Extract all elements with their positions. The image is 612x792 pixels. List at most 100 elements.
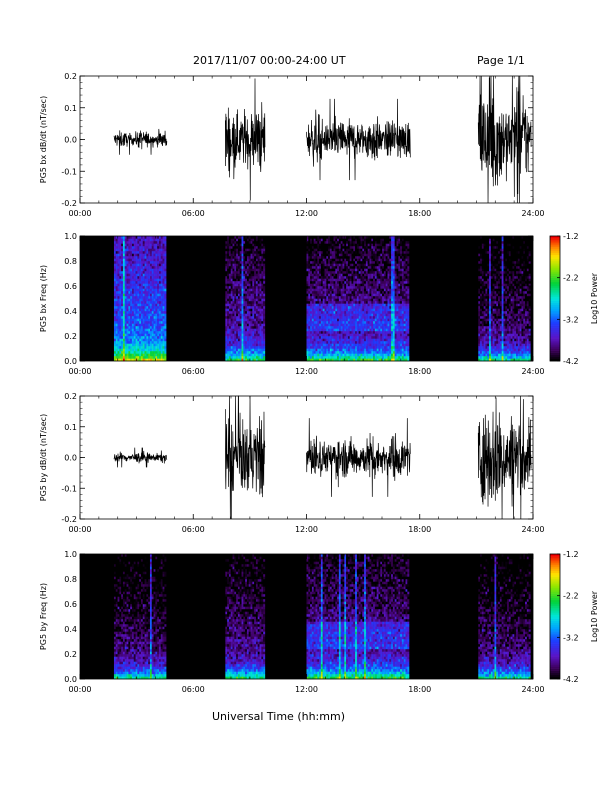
- spectrogram-cell: [313, 243, 316, 247]
- spectrogram-cell: [387, 286, 390, 289]
- spectrogram-cell: [331, 326, 334, 329]
- spectrogram-cell: [310, 278, 313, 282]
- spectrogram-cell: [364, 338, 367, 342]
- spectrogram-cell: [383, 238, 386, 242]
- spectrogram-cell: [225, 238, 228, 242]
- spectrogram-cell: [364, 256, 367, 259]
- spectrogram-cell: [364, 328, 367, 332]
- spectrogram-cell: [355, 303, 358, 307]
- spectrogram-cell: [322, 251, 325, 254]
- spectrogram-cell: [151, 333, 154, 337]
- spectrogram-cell: [329, 273, 332, 277]
- spectrogram-cell: [335, 271, 338, 274]
- spectrogram-cell: [376, 321, 379, 324]
- spectrogram-cell: [250, 291, 253, 294]
- spectrogram-cell: [385, 296, 388, 299]
- spectrogram-cell: [158, 293, 161, 297]
- spectrogram-cell: [320, 313, 323, 317]
- spectrogram-cell: [121, 346, 124, 349]
- spectrogram-cell: [124, 258, 127, 262]
- spectrogram-cell: [320, 286, 323, 289]
- spectrogram-cell: [234, 318, 237, 322]
- spectrogram-cell: [255, 291, 258, 294]
- spectrogram-cell: [139, 331, 142, 334]
- spectrogram-cell: [311, 293, 314, 297]
- spectrogram-cell: [355, 266, 358, 269]
- spectrogram-cell: [122, 283, 125, 287]
- spectrogram-cell: [255, 303, 258, 307]
- spectrogram-cell: [317, 253, 320, 257]
- spectrogram-cell: [126, 273, 129, 277]
- spectrogram-cell: [347, 253, 350, 257]
- spectrogram-cell: [245, 246, 248, 249]
- spectrogram-cell: [153, 253, 156, 257]
- spectrogram-cell: [128, 276, 131, 279]
- spectrogram-cell: [113, 238, 116, 242]
- spectrogram-cell: [261, 281, 264, 284]
- spectrogram-cell: [317, 333, 320, 337]
- spectrogram-cell: [331, 346, 334, 349]
- spectrogram-cell: [255, 246, 258, 249]
- spectrogram-cell: [241, 281, 244, 284]
- spectrogram-cell: [250, 308, 253, 312]
- spectrogram-cell: [346, 286, 349, 289]
- spectrogram-cell: [158, 306, 161, 309]
- spectrogram-cell: [347, 348, 350, 352]
- spectrogram-cell: [367, 313, 370, 317]
- spectrogram-cell: [146, 336, 149, 339]
- spectrogram-cell: [313, 313, 316, 317]
- spectrogram-cell: [228, 336, 231, 339]
- spectrogram-cell: [364, 346, 367, 349]
- spectrogram-cell: [230, 338, 233, 342]
- spectrogram-cell: [385, 311, 388, 314]
- spectrogram-cell: [335, 326, 338, 329]
- spectrogram-cell: [315, 351, 318, 354]
- spectrogram-cell: [128, 328, 131, 332]
- spectrogram-cell: [133, 256, 136, 259]
- spectrogram-cell: [245, 273, 248, 277]
- spectrogram-cell: [347, 238, 350, 242]
- spectrogram-cell: [333, 286, 336, 289]
- spectrogram-cell: [365, 273, 368, 277]
- spectrogram-cell: [387, 331, 390, 334]
- spectrogram-cell: [250, 246, 253, 249]
- spectrogram-cell: [333, 311, 336, 314]
- spectrogram-cell: [246, 308, 249, 312]
- spectrogram-cell: [131, 356, 134, 359]
- spectrogram-cell: [246, 301, 249, 304]
- spectrogram-cell: [250, 328, 253, 332]
- spectrogram-cell: [241, 258, 244, 262]
- spectrogram-cell: [263, 326, 266, 329]
- spectrogram-cell: [351, 308, 354, 312]
- spectrogram-cell: [254, 303, 257, 307]
- spectrogram-cell: [160, 336, 163, 339]
- spectrogram-cell: [328, 318, 331, 322]
- spectrogram-cell: [160, 283, 163, 287]
- spectrogram-cell: [236, 308, 239, 312]
- spectrogram-cell: [144, 356, 147, 359]
- spectrogram-cell: [248, 353, 251, 357]
- spectrogram-cell: [346, 338, 349, 342]
- spectrogram-cell: [311, 338, 314, 342]
- spectrogram-cell: [371, 306, 374, 309]
- spectrogram-cell: [250, 256, 253, 259]
- spectrogram-cell: [349, 246, 352, 249]
- spectrogram-cell: [117, 341, 120, 344]
- spectrogram-cell: [371, 278, 374, 282]
- spectrogram-cell: [373, 298, 376, 302]
- spectrogram-cell: [148, 253, 151, 257]
- spectrogram-cell: [349, 333, 352, 337]
- spectrogram-cell: [383, 293, 386, 297]
- spectrogram-cell: [322, 291, 325, 294]
- spectrogram-cell: [250, 238, 253, 242]
- spectrogram-cell: [255, 268, 258, 272]
- spectrogram-cell: [140, 321, 143, 324]
- spectrogram-cell: [362, 356, 365, 359]
- spectrogram-cell: [121, 306, 124, 309]
- spectrogram-cell: [333, 288, 336, 292]
- spectrogram-cell: [342, 238, 345, 242]
- spectrogram-cell: [310, 276, 313, 279]
- spectrogram-cell: [151, 243, 154, 247]
- spectrogram-cell: [153, 263, 156, 267]
- spectrogram-cell: [130, 258, 133, 262]
